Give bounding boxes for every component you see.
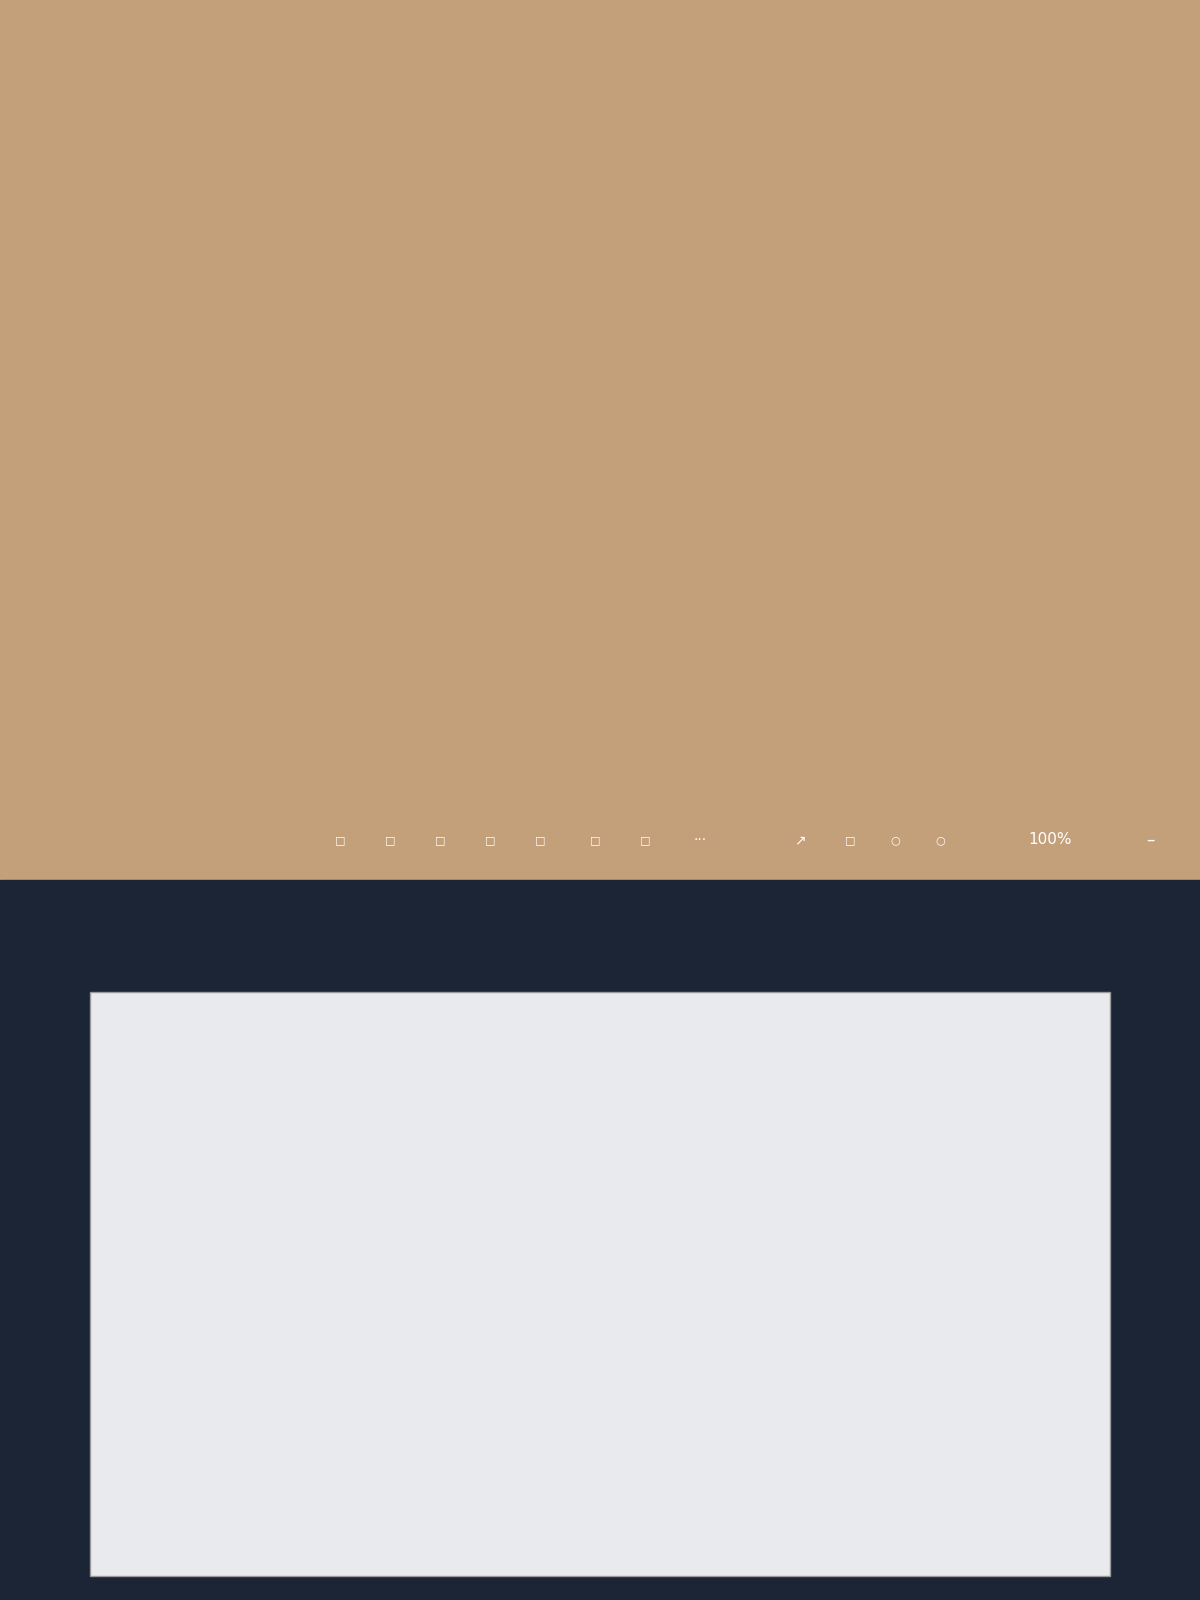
Text: –: –: [1146, 830, 1154, 850]
Text: opened: opened: [385, 1400, 452, 1414]
Text: □: □: [434, 835, 445, 845]
Text: ○: ○: [890, 835, 900, 845]
Circle shape: [502, 1062, 518, 1078]
Text: ···: ···: [694, 834, 707, 846]
Text: long enough to ensure the circuit reached steady state.: long enough to ensure the circuit reache…: [371, 1362, 824, 1376]
Text: +: +: [220, 1178, 240, 1202]
Text: Given resistors R₁ = 1 kΩ, R₂ = 2 kΩ, and inductor L₁ = 5 H. The voltage source : Given resistors R₁ = 1 kΩ, R₂ = 2 kΩ, an…: [100, 1323, 848, 1339]
Circle shape: [562, 1062, 578, 1078]
Text: S1: S1: [476, 1101, 499, 1118]
Text: R2: R2: [481, 1197, 505, 1214]
Text: R1: R1: [318, 1102, 342, 1120]
Text: 10V. The switch S₁ is initially: 10V. The switch S₁ is initially: [100, 1362, 334, 1376]
Text: □: □: [335, 835, 346, 845]
Text: Figure 3: A circuit with a switch: Figure 3: A circuit with a switch: [269, 1402, 530, 1419]
Text: □: □: [535, 835, 545, 845]
Circle shape: [418, 1062, 433, 1078]
Text: the resistor R₂ for t ≥ 0 seconds.: the resistor R₂ for t ≥ 0 seconds.: [100, 1437, 362, 1453]
Text: □: □: [640, 835, 650, 845]
Text: −: −: [220, 1218, 240, 1242]
Text: V1: V1: [127, 1200, 152, 1219]
Text: . Calculate how much energy is dissipated by: . Calculate how much energy is dissipate…: [428, 1400, 793, 1414]
Text: closed: closed: [328, 1362, 386, 1376]
Text: □: □: [385, 835, 395, 845]
Text: 100%: 100%: [1028, 832, 1072, 848]
Text: ○: ○: [935, 835, 944, 845]
Text: □: □: [589, 835, 600, 845]
Text: ↗: ↗: [794, 834, 806, 846]
Text: At time t = 0 seconds, the switch S₁ is: At time t = 0 seconds, the switch S₁ is: [100, 1400, 412, 1414]
Text: □: □: [845, 835, 856, 845]
Text: □: □: [485, 835, 496, 845]
Text: L1: L1: [642, 1197, 664, 1214]
